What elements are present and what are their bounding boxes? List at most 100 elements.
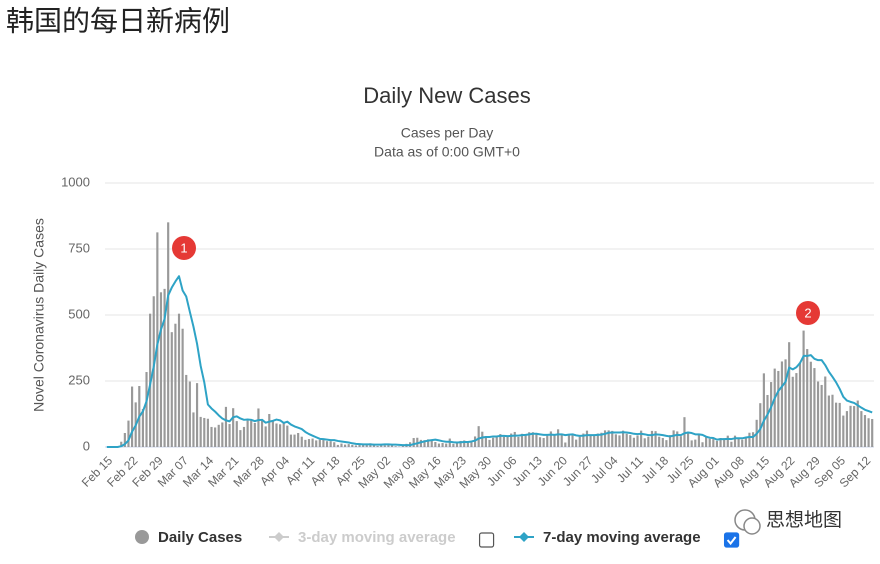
bar bbox=[803, 331, 805, 447]
bar bbox=[355, 445, 357, 447]
bar bbox=[615, 434, 617, 447]
x-tick-label: Jun 27 bbox=[560, 453, 596, 489]
bar bbox=[160, 292, 162, 447]
x-tick-label: Jul 04 bbox=[588, 453, 621, 486]
bar bbox=[214, 427, 216, 447]
bar bbox=[290, 435, 292, 447]
bar bbox=[384, 445, 386, 447]
bar bbox=[326, 441, 328, 447]
bar bbox=[766, 395, 768, 447]
y-tick-label: 750 bbox=[68, 240, 90, 255]
bar bbox=[171, 332, 173, 447]
bar bbox=[261, 419, 263, 447]
bar bbox=[304, 440, 306, 447]
legend-item[interactable]: 7-day moving average bbox=[514, 529, 701, 546]
bar bbox=[842, 416, 844, 447]
bar bbox=[644, 438, 646, 447]
bar bbox=[441, 443, 443, 447]
bar bbox=[506, 437, 508, 447]
x-tick-label: Jul 18 bbox=[639, 453, 672, 486]
bar bbox=[618, 435, 620, 447]
bar bbox=[539, 437, 541, 447]
bar bbox=[286, 426, 288, 447]
page-title: 韩国的每日新病例 bbox=[6, 5, 230, 36]
bar bbox=[265, 426, 267, 447]
bar bbox=[575, 440, 577, 447]
x-tick-label: Jul 11 bbox=[614, 453, 646, 485]
bar bbox=[579, 437, 581, 447]
bar bbox=[701, 442, 703, 447]
bar bbox=[232, 408, 234, 447]
bar bbox=[438, 444, 440, 447]
bar bbox=[250, 420, 252, 447]
bar bbox=[535, 434, 537, 447]
y-tick-label: 1000 bbox=[61, 174, 90, 189]
bar bbox=[665, 440, 667, 447]
legend-checkbox[interactable] bbox=[480, 533, 494, 547]
bar bbox=[196, 383, 198, 447]
bar bbox=[763, 373, 765, 447]
legend-checkbox[interactable] bbox=[725, 533, 739, 547]
legend-label: 3-day moving average bbox=[298, 529, 456, 546]
chart-subtitle: Cases per Day bbox=[401, 125, 494, 141]
bar bbox=[853, 406, 855, 447]
bar bbox=[131, 387, 133, 447]
legend: Daily Cases 3-day moving average 7-day mov… bbox=[135, 529, 739, 547]
y-tick-label: 250 bbox=[68, 372, 90, 387]
bar bbox=[496, 437, 498, 447]
bar bbox=[709, 439, 711, 447]
bar bbox=[210, 427, 212, 447]
bar bbox=[636, 435, 638, 447]
bar bbox=[376, 446, 378, 447]
annotation: 2 bbox=[796, 301, 820, 325]
bar bbox=[788, 342, 790, 447]
bar bbox=[777, 371, 779, 447]
bar bbox=[517, 437, 519, 447]
bar bbox=[142, 409, 144, 447]
annotation-label: 2 bbox=[804, 305, 811, 320]
plot-area bbox=[107, 222, 873, 447]
legend-item[interactable]: 3-day moving average bbox=[269, 529, 456, 546]
legend-item[interactable]: Daily Cases bbox=[135, 529, 242, 546]
bar bbox=[189, 382, 191, 447]
bar bbox=[247, 421, 249, 447]
bar bbox=[348, 444, 350, 447]
bar bbox=[207, 419, 209, 447]
bar bbox=[492, 438, 494, 447]
bar bbox=[698, 434, 700, 447]
bar bbox=[849, 406, 851, 447]
bar bbox=[467, 443, 469, 447]
bar bbox=[752, 432, 754, 447]
bar bbox=[694, 440, 696, 447]
legend-label: 7-day moving average bbox=[543, 529, 701, 546]
bar bbox=[629, 435, 631, 447]
bar bbox=[268, 414, 270, 447]
bar bbox=[398, 446, 400, 447]
bar bbox=[557, 429, 559, 447]
bar bbox=[716, 441, 718, 447]
bar bbox=[319, 440, 321, 447]
bar bbox=[315, 440, 317, 447]
bar bbox=[568, 435, 570, 447]
bar bbox=[243, 427, 245, 447]
watermark-icon bbox=[744, 518, 760, 534]
bar bbox=[564, 443, 566, 447]
bar bbox=[828, 396, 830, 447]
bar bbox=[810, 362, 812, 447]
bar bbox=[470, 442, 472, 447]
bar bbox=[676, 431, 678, 447]
bar bbox=[774, 369, 776, 447]
bar bbox=[395, 446, 397, 447]
bar bbox=[127, 421, 129, 447]
bar bbox=[741, 440, 743, 447]
bar bbox=[770, 382, 772, 447]
bar bbox=[192, 412, 194, 447]
bar bbox=[543, 438, 545, 447]
bar bbox=[279, 424, 281, 447]
bar bbox=[806, 349, 808, 447]
bar bbox=[745, 438, 747, 447]
bar bbox=[297, 433, 299, 447]
chart-title: Daily New Cases bbox=[363, 83, 531, 108]
